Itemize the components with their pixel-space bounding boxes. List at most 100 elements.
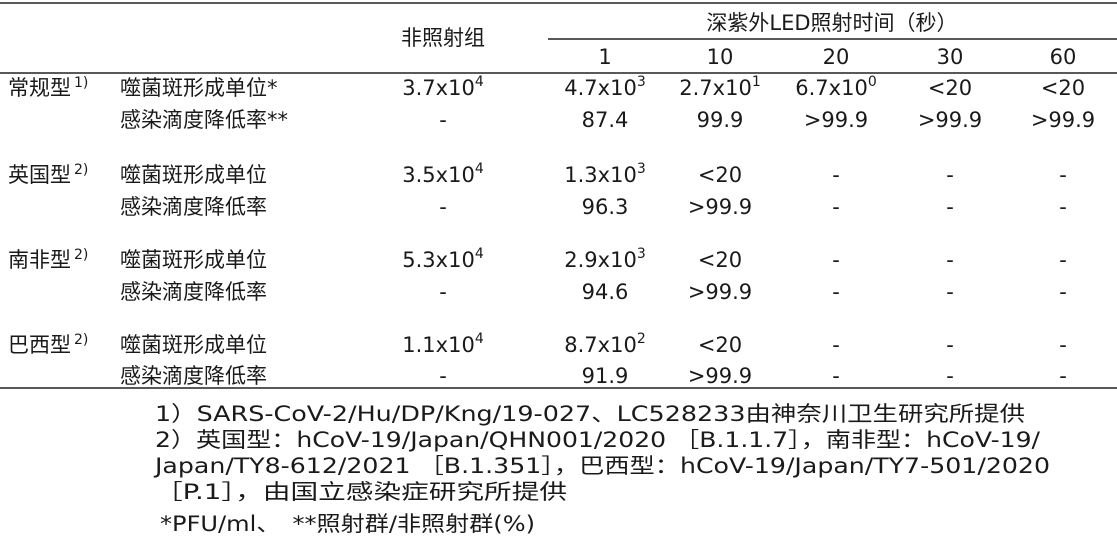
cell-base: 2.7x10 [679, 76, 752, 100]
row-label: 噬菌斑形成单位 [120, 163, 267, 187]
row-label: 噬菌斑形成单位 [120, 333, 267, 357]
cell: - [439, 195, 447, 219]
cell: - [439, 364, 447, 388]
cell: - [1059, 364, 1067, 388]
cell: 96.3 [582, 195, 629, 219]
row-label: 感染滴度降低率 [120, 364, 267, 388]
cell-base: 2.9x10 [564, 248, 637, 272]
variant-name: 南非型 [8, 248, 71, 272]
cell-exponent: 3 [637, 246, 646, 262]
cell: <20 [1041, 76, 1085, 100]
cell-base: 5.3x10 [402, 248, 475, 272]
header: 深紫外LED照射时间（秒） [706, 11, 957, 35]
cell: - [832, 163, 840, 187]
cell: - [832, 364, 840, 388]
cell: >99.9 [688, 364, 752, 388]
variant: 南非型 2) [8, 247, 88, 272]
variant-name: 巴西型 [8, 333, 71, 357]
cell-base: 6.7x10 [795, 76, 868, 100]
footnote: Japan/TY8-612/2021 ［B.1.351］，巴西型：hCoV-19… [153, 454, 1050, 478]
variant: 常规型 1) [8, 75, 88, 100]
row-label: 感染滴度降低率** [120, 108, 288, 132]
time-header: 1 [598, 45, 611, 69]
variant-note: 2) [74, 247, 88, 263]
cell-base: 3.7x10 [402, 76, 475, 100]
cell-exponent: 4 [475, 74, 484, 90]
variant: 英国型 2) [8, 162, 88, 187]
cell: 3.7x104 [402, 74, 484, 100]
cell-exponent: 4 [475, 246, 484, 262]
cell: 2.7x101 [679, 74, 760, 100]
variant-note: 2) [74, 332, 88, 348]
cell: - [946, 248, 954, 272]
row-label: 感染滴度降低率 [120, 280, 267, 304]
cell: <20 [698, 248, 742, 272]
cell: - [832, 248, 840, 272]
time-header: 60 [1050, 45, 1077, 69]
cell: - [439, 108, 447, 132]
cell: - [832, 333, 840, 357]
row-label: 感染滴度降低率 [120, 195, 267, 219]
cell: - [946, 364, 954, 388]
cell: - [946, 280, 954, 304]
cell: - [946, 333, 954, 357]
cell-exponent: 4 [475, 161, 484, 177]
cell-exponent: 4 [475, 331, 484, 347]
cell: 5.3x104 [402, 246, 484, 272]
cell: 94.6 [582, 280, 629, 304]
footnote: *PFU/ml、 **照射群/非照射群(%) [160, 512, 535, 536]
cell: 2.9x103 [564, 246, 645, 272]
cell: - [1059, 195, 1067, 219]
cell: 3.5x104 [402, 161, 484, 187]
cell-exponent: 2 [637, 331, 646, 347]
variant-name: 常规型 [8, 76, 71, 100]
time-header: 30 [937, 45, 964, 69]
cell: 4.7x103 [564, 74, 645, 100]
cell: >99.9 [918, 108, 982, 132]
cell-exponent: 1 [752, 74, 761, 90]
footnote: 1）SARS-CoV-2/Hu/DP/Kng/19-027、LC528233由神… [155, 402, 1025, 426]
variant-note: 1) [74, 75, 88, 91]
cell: - [832, 195, 840, 219]
cell-base: 3.5x10 [402, 163, 475, 187]
cell: - [439, 280, 447, 304]
cell: - [946, 163, 954, 187]
cell-exponent: 0 [868, 74, 877, 90]
time-header: 20 [823, 45, 850, 69]
cell: >99.9 [804, 108, 868, 132]
cell: 1.1x104 [402, 331, 484, 357]
time-header: 10 [707, 45, 734, 69]
cell-base: 1.1x10 [402, 333, 475, 357]
footnote: 2）英国型：hCoV-19/Japan/QHN001/2020 ［B.1.1.7… [155, 428, 1041, 452]
cell: >99.9 [688, 280, 752, 304]
header: 非照射组 [401, 26, 485, 50]
cell: >99.9 [688, 195, 752, 219]
cell: <20 [698, 163, 742, 187]
cell: >99.9 [1031, 108, 1095, 132]
cell: 1.3x103 [564, 161, 645, 187]
cell: <20 [928, 76, 972, 100]
cell-base: 1.3x10 [564, 163, 637, 187]
cell: 87.4 [582, 108, 629, 132]
cell: - [1059, 333, 1067, 357]
cell: - [1059, 163, 1067, 187]
cell: 99.9 [697, 108, 744, 132]
cell: - [1059, 248, 1067, 272]
cell: 8.7x102 [564, 331, 645, 357]
cell: - [1059, 280, 1067, 304]
cell: 91.9 [582, 364, 629, 388]
row-label: 噬菌斑形成单位* [120, 76, 278, 100]
variant-note: 2) [74, 162, 88, 178]
cell: - [946, 195, 954, 219]
cell-exponent: 3 [637, 74, 646, 90]
variant: 巴西型 2) [8, 332, 88, 357]
cell: 6.7x100 [795, 74, 876, 100]
cell: - [832, 280, 840, 304]
cell-base: 8.7x10 [564, 333, 637, 357]
variant-name: 英国型 [8, 163, 71, 187]
cell-base: 4.7x10 [564, 76, 637, 100]
cell: <20 [698, 333, 742, 357]
cell-exponent: 3 [637, 161, 646, 177]
footnote: ［P.1］，由国立感染症研究所提供 [155, 480, 567, 504]
